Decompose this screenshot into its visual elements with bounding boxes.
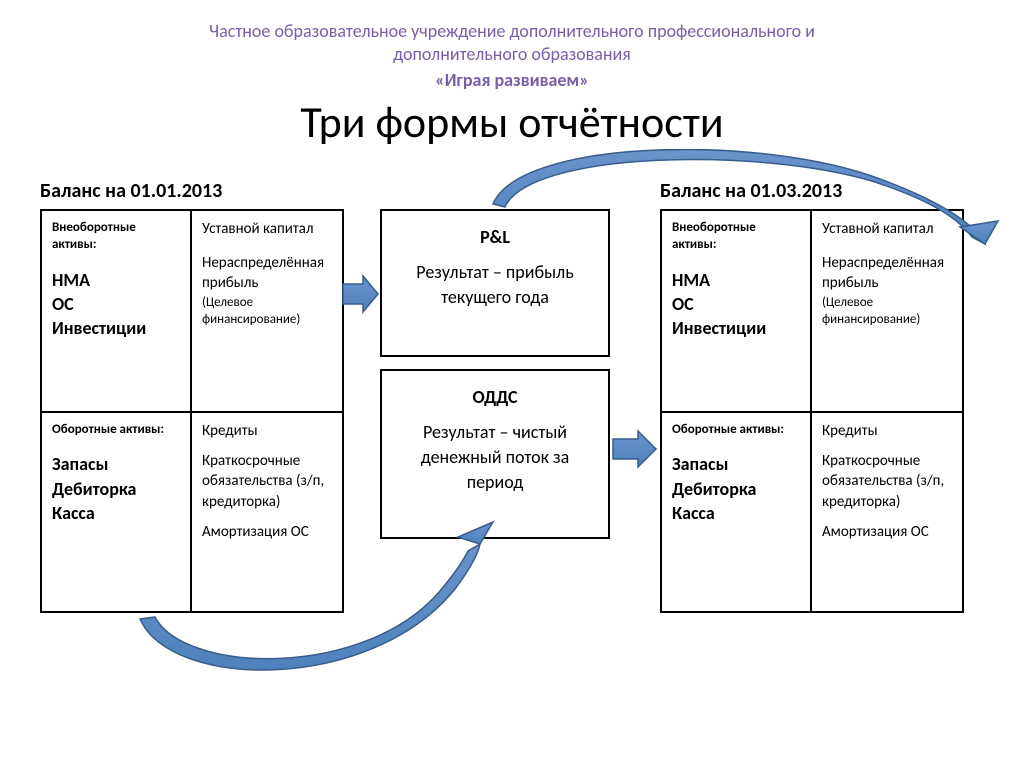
pl-title: P&L xyxy=(392,225,598,250)
arrow-left-to-center xyxy=(343,276,378,312)
short-term-liabilities-r: Краткосрочные обязательства (з/п, кредит… xyxy=(822,451,952,512)
current-assets-items-r: Запасы Дебиторка Касса xyxy=(672,452,800,525)
noncurrent-assets-label: Внеоборотные активы: xyxy=(52,219,180,254)
credits: Кредиты xyxy=(202,421,332,441)
odds-title: ОДДС xyxy=(392,385,598,410)
pl-body: Результат – прибыль текущего года xyxy=(416,261,573,308)
noncurrent-assets-items: НМА ОС Инвестиции xyxy=(52,268,180,341)
org-tagline: «Играя развиваем» xyxy=(0,69,1024,91)
org-line-1: Частное образовательное учреждение допол… xyxy=(0,20,1024,43)
org-line-2: дополнительного образования xyxy=(0,43,1024,66)
left-column-title: Баланс на 01.01.2013 xyxy=(40,179,222,203)
noncurrent-assets-items-r: НМА ОС Инвестиции xyxy=(672,268,800,341)
equity-capital-r: Уставной капитал xyxy=(822,219,952,239)
balance-table-left: Внеоборотные активы: НМА ОС Инвестиции У… xyxy=(40,209,344,613)
depreciation-r: Амортизация ОС xyxy=(822,522,952,542)
target-financing: (Целевое финансирование) xyxy=(202,294,332,329)
slide-header: Частное образовательное учреждение допол… xyxy=(0,0,1024,149)
credits-r: Кредиты xyxy=(822,421,952,441)
arrow-center-to-right xyxy=(613,431,656,467)
current-assets-label-r: Оборотные активы: xyxy=(672,421,800,439)
retained-earnings-r: Нераспределённая прибыль xyxy=(822,253,952,294)
diagram-canvas: Баланс на 01.01.2013 Баланс на 01.03.201… xyxy=(0,149,1024,749)
current-assets-items: Запасы Дебиторка Касса xyxy=(52,452,180,525)
short-term-liabilities: Краткосрочные обязательства (з/п, кредит… xyxy=(202,451,332,512)
pl-box: P&L Результат – прибыль текущего года xyxy=(380,209,610,357)
current-assets-label: Оборотные активы: xyxy=(52,421,180,439)
depreciation: Амортизация ОС xyxy=(202,522,332,542)
odds-box: ОДДС Результат – чистый денежный поток з… xyxy=(380,369,610,539)
right-column-title: Баланс на 01.03.2013 xyxy=(660,179,842,203)
target-financing-r: (Целевое финансирование) xyxy=(822,294,952,329)
retained-earnings: Нераспределённая прибыль xyxy=(202,253,332,294)
balance-table-right: Внеоборотные активы: НМА ОС Инвестиции У… xyxy=(660,209,964,613)
noncurrent-assets-label-r: Внеоборотные активы: xyxy=(672,219,800,254)
odds-body: Результат – чистый денежный поток за пер… xyxy=(421,421,570,493)
main-title: Три формы отчётности xyxy=(0,95,1024,149)
equity-capital: Уставной капитал xyxy=(202,219,332,239)
